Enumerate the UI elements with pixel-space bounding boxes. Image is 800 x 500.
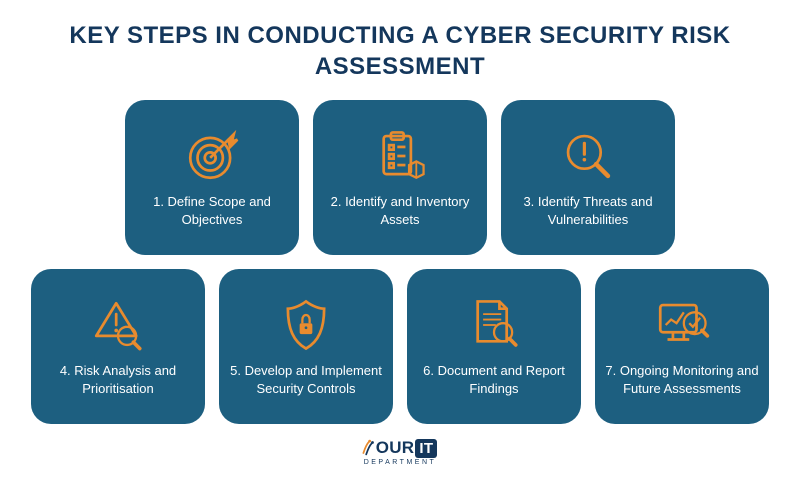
clipboard-icon — [371, 127, 429, 185]
warning-magnify-icon — [89, 296, 147, 354]
card-6: 6. Document and Report Findings — [407, 269, 581, 424]
card-2-label: 2. Identify and Inventory Assets — [321, 193, 479, 228]
card-7-label: 7. Ongoing Monitoring and Future Assessm… — [603, 362, 761, 397]
card-1: 1. Define Scope and Objectives — [125, 100, 299, 255]
logo-it-text: IT — [415, 439, 437, 458]
card-5: 5. Develop and Implement Security Contro… — [219, 269, 393, 424]
document-magnify-icon — [465, 296, 523, 354]
row-1: 1. Define Scope and Objectives 2. Identi… — [125, 100, 675, 255]
target-icon — [183, 127, 241, 185]
magnify-alert-icon — [559, 127, 617, 185]
row-2: 4. Risk Analysis and Prioritisation 5. D… — [31, 269, 769, 424]
card-4: 4. Risk Analysis and Prioritisation — [31, 269, 205, 424]
card-3-label: 3. Identify Threats and Vulnerabilities — [509, 193, 667, 228]
footer-logo: OUR IT DEPARTMENT — [362, 438, 439, 466]
logo-your-text: OUR — [376, 438, 415, 458]
monitor-check-icon — [653, 296, 711, 354]
steps-grid: 1. Define Scope and Objectives 2. Identi… — [30, 100, 770, 424]
card-3: 3. Identify Threats and Vulnerabilities — [501, 100, 675, 255]
card-1-label: 1. Define Scope and Objectives — [133, 193, 291, 228]
logo-subtitle: DEPARTMENT — [364, 459, 437, 466]
card-5-label: 5. Develop and Implement Security Contro… — [227, 362, 385, 397]
page-title: KEY STEPS IN CONDUCTING A CYBER SECURITY… — [30, 20, 770, 82]
logo-main: OUR IT — [362, 438, 439, 458]
card-7: 7. Ongoing Monitoring and Future Assessm… — [595, 269, 769, 424]
card-6-label: 6. Document and Report Findings — [415, 362, 573, 397]
card-4-label: 4. Risk Analysis and Prioritisation — [39, 362, 197, 397]
logo-swoosh-icon — [362, 439, 376, 457]
shield-lock-icon — [277, 296, 335, 354]
card-2: 2. Identify and Inventory Assets — [313, 100, 487, 255]
